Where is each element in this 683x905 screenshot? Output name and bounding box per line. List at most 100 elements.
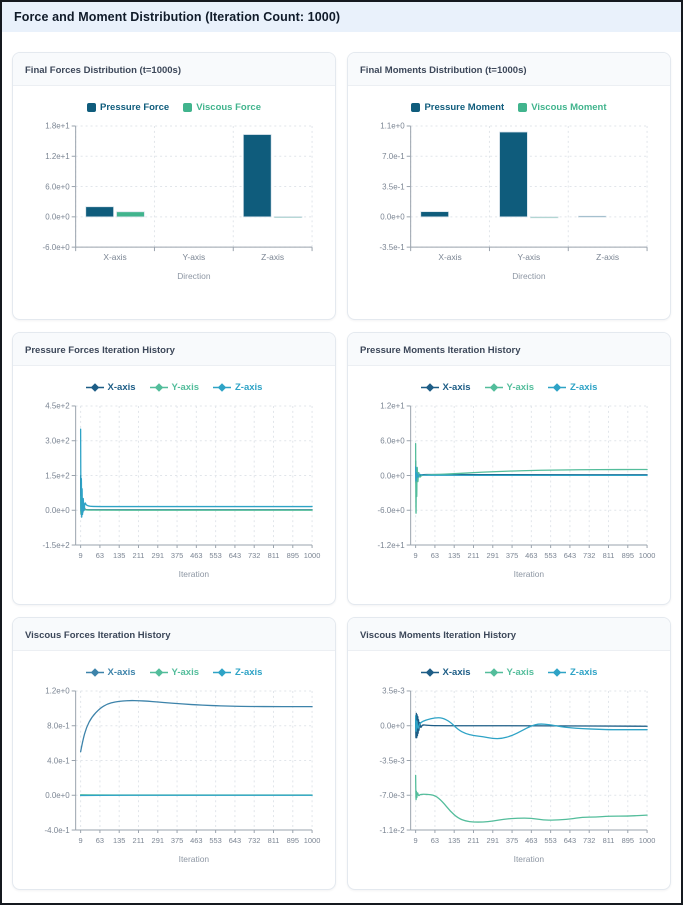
legend-item-y-axis[interactable]: Y-axis [484, 667, 534, 678]
card-pressure-moments-history: Pressure Moments Iteration History X-axi… [347, 332, 671, 605]
svg-text:135: 135 [448, 836, 460, 845]
page-header: Force and Moment Distribution (Iteration… [2, 2, 681, 32]
svg-text:X-axis: X-axis [103, 252, 126, 262]
y-axis-marker-icon [484, 383, 503, 392]
svg-text:135: 135 [113, 836, 125, 845]
card-title: Final Moments Distribution (t=1000s) [360, 65, 527, 76]
legend-item-pressure-moment[interactable]: Pressure Moment [411, 102, 504, 113]
legend-item-x-axis[interactable]: X-axis [85, 667, 136, 678]
svg-text:1.5e+2: 1.5e+2 [45, 471, 70, 480]
svg-text:553: 553 [209, 836, 221, 845]
chart-canvas-viscous-forces-iteration-history[interactable]: -4.0e-1 0.0e+0 4.0e-1 8.0e-1 1.2e+0 9 63 135 211… [24, 685, 324, 874]
svg-text:211: 211 [133, 551, 145, 560]
svg-text:375: 375 [506, 551, 518, 560]
svg-text:643: 643 [564, 836, 576, 845]
card-final-forces-distribution: Final Forces Distribution (t=1000s) Pres… [12, 52, 336, 320]
x-axis-marker-icon [85, 383, 104, 392]
chart-area-final-forces: Pressure Force Viscous Force -6.0e+0 0.0e+0… [13, 86, 335, 291]
svg-text:-6.0e+0: -6.0e+0 [43, 243, 71, 252]
legend-label: Pressure Force [100, 102, 170, 113]
chart-legend: Pressure Moment Viscous Moment [359, 102, 659, 113]
svg-text:1.8e+1: 1.8e+1 [45, 122, 70, 131]
chart-area-final-moments: Pressure Moment Viscous Moment -3.5e-1 0.0e… [348, 86, 670, 291]
svg-text:211: 211 [468, 551, 480, 560]
card-title: Pressure Forces Iteration History [25, 345, 175, 356]
legend-label: Y-axis [506, 667, 534, 678]
legend-label: Z-axis [235, 667, 263, 678]
chart-canvas-viscous-moments-iteration-history[interactable]: -1.1e-2 -7.0e-3 -3.5e-3 0.0e+0 3.5e-3 9 63 135 2… [359, 685, 659, 874]
x-axis-title: Iteration [514, 569, 545, 579]
svg-text:895: 895 [287, 551, 299, 560]
legend-label: Y-axis [506, 382, 534, 393]
legend-item-z-axis[interactable]: Z-axis [548, 382, 597, 393]
svg-text:1000: 1000 [304, 836, 321, 845]
svg-text:135: 135 [113, 551, 125, 560]
svg-text:1.1e+0: 1.1e+0 [380, 122, 405, 131]
z-axis-marker-icon [548, 668, 566, 677]
chart-canvas-pressure-forces-iteration-history[interactable]: -1.5e+2 0.0e+0 1.5e+2 3.0e+2 4.5e+2 9 63 135 211… [24, 400, 324, 589]
z-axis-marker-icon [213, 383, 231, 392]
legend-item-x-axis[interactable]: X-axis [85, 382, 136, 393]
legend-item-z-axis[interactable]: Z-axis [548, 667, 597, 678]
svg-text:Y-axis: Y-axis [518, 252, 541, 262]
svg-text:9: 9 [414, 836, 418, 845]
svg-text:811: 811 [603, 836, 615, 845]
chart-legend: X-axis Y-axis Z-axis [359, 667, 659, 678]
viscous-moment-marker-icon [518, 103, 528, 112]
svg-text:375: 375 [171, 836, 183, 845]
card-viscous-forces-history: Viscous Forces Iteration History X-axis Y… [12, 617, 336, 890]
card-header: Pressure Forces Iteration History [13, 333, 335, 366]
z-axis-marker-icon [548, 383, 566, 392]
legend-label: X-axis [107, 667, 136, 678]
legend-item-x-axis[interactable]: X-axis [420, 382, 471, 393]
chart-canvas-final-moments-distribution-t-1000s-[interactable]: -3.5e-1 0.0e+0 3.5e-1 7.0e-1 1.1e+0 X-axis Y-a… [359, 120, 659, 287]
legend-label: Z-axis [570, 667, 598, 678]
svg-text:1.2e+1: 1.2e+1 [45, 152, 70, 161]
svg-text:895: 895 [622, 551, 634, 560]
legend-label: Y-axis [171, 382, 199, 393]
card-viscous-moments-history: Viscous Moments Iteration History X-axis… [347, 617, 671, 890]
x-axis-title: Direction [512, 271, 546, 281]
svg-text:-1.2e+1: -1.2e+1 [378, 541, 406, 550]
legend-label: Pressure Moment [424, 102, 505, 113]
x-axis-title: Iteration [179, 569, 210, 579]
chart-canvas-pressure-moments-iteration-history[interactable]: -1.2e+1 -6.0e+0 0.0e+0 6.0e+0 1.2e+1 9 63 135 21… [359, 400, 659, 589]
svg-text:643: 643 [229, 551, 241, 560]
chart-legend: X-axis Y-axis Z-axis [24, 382, 324, 393]
card-header: Viscous Moments Iteration History [348, 618, 670, 651]
legend-label: Viscous Force [196, 102, 261, 113]
legend-label: Y-axis [171, 667, 199, 678]
legend-item-viscous-moment[interactable]: Viscous Moment [518, 102, 607, 113]
legend-item-y-axis[interactable]: Y-axis [484, 382, 534, 393]
svg-text:0.0e+0: 0.0e+0 [380, 213, 405, 222]
legend-item-y-axis[interactable]: Y-axis [149, 382, 199, 393]
svg-text:X-axis: X-axis [438, 252, 461, 262]
svg-text:-3.5e-3: -3.5e-3 [380, 756, 406, 765]
card-title: Viscous Moments Iteration History [360, 630, 517, 641]
svg-text:1000: 1000 [639, 551, 656, 560]
svg-text:211: 211 [133, 836, 145, 845]
svg-text:811: 811 [268, 551, 280, 560]
svg-text:732: 732 [248, 836, 260, 845]
legend-item-pressure-force[interactable]: Pressure Force [87, 102, 169, 113]
legend-item-z-axis[interactable]: Z-axis [213, 667, 262, 678]
svg-text:-4.0e-1: -4.0e-1 [45, 826, 71, 835]
svg-text:1.2e+0: 1.2e+0 [45, 687, 70, 696]
legend-item-z-axis[interactable]: Z-axis [213, 382, 262, 393]
svg-text:291: 291 [152, 836, 164, 845]
svg-text:6.0e+0: 6.0e+0 [380, 437, 405, 446]
svg-text:375: 375 [171, 551, 183, 560]
svg-text:811: 811 [268, 836, 280, 845]
legend-item-viscous-force[interactable]: Viscous Force [183, 102, 261, 113]
svg-text:1.2e+1: 1.2e+1 [380, 402, 405, 411]
legend-label: X-axis [442, 382, 471, 393]
svg-text:135: 135 [448, 551, 460, 560]
legend-item-x-axis[interactable]: X-axis [420, 667, 471, 678]
legend-item-y-axis[interactable]: Y-axis [149, 667, 199, 678]
svg-text:0.0e+0: 0.0e+0 [380, 471, 405, 480]
svg-text:6.0e+0: 6.0e+0 [45, 182, 70, 191]
svg-text:63: 63 [431, 551, 439, 560]
chart-canvas-final-forces-distribution-t-1000s-[interactable]: -6.0e+0 0.0e+0 6.0e+0 1.2e+1 1.8e+1 X-axis Y-a… [24, 120, 324, 287]
legend-label: Viscous Moment [531, 102, 607, 113]
